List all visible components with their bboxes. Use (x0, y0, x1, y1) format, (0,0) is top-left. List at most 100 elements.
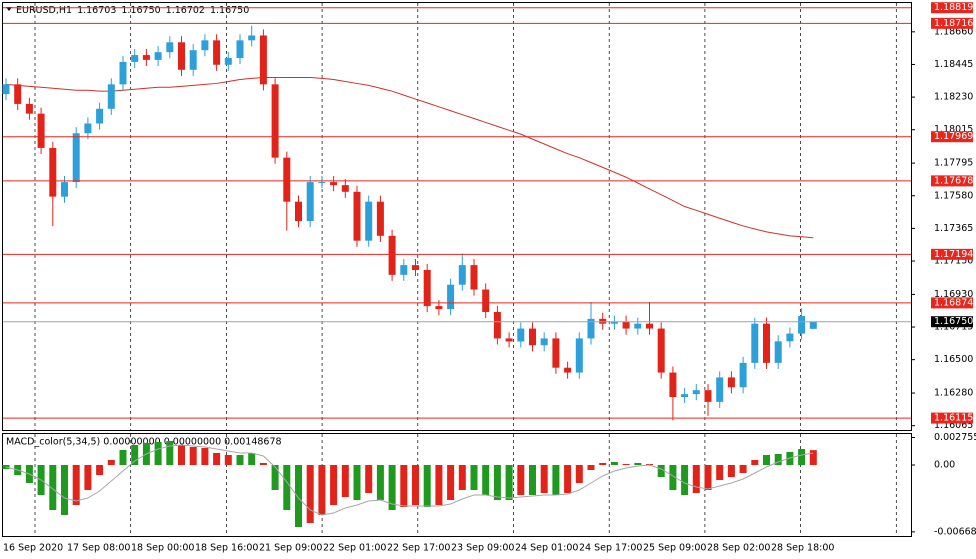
macd-bar (49, 465, 57, 510)
macd-bar (798, 449, 806, 465)
candle-body (271, 84, 279, 158)
level-label-box (931, 2, 973, 14)
macd-bar (669, 465, 677, 490)
candle-body (681, 394, 689, 398)
x-tick-label: 18 Sep 00:00 (131, 543, 194, 554)
macd-bar (341, 465, 349, 497)
y-tick-label: 1.16500 (934, 354, 973, 365)
chart-header: EURUSD,H1 1.16703 1.16750 1.16702 1.16750 (16, 5, 249, 16)
candle-body (154, 52, 162, 60)
macd-bar (458, 465, 466, 490)
macd-bar (400, 465, 408, 507)
candle-body (388, 235, 396, 275)
y-tick-label: 1.17580 (934, 190, 973, 201)
macd-bar (318, 465, 326, 515)
header-value: 1.16703 (77, 5, 116, 16)
candle-body (646, 323, 653, 329)
macd-bar (259, 463, 267, 465)
x-tick-label: 22 Sep 17:00 (387, 543, 450, 554)
macd-bar (213, 453, 221, 465)
level-label-box (931, 297, 973, 309)
x-tick-label: 25 Sep 09:00 (643, 543, 706, 554)
symbol: EURUSD,H1 (16, 5, 72, 16)
candle-body (365, 201, 373, 241)
macd-bar (388, 465, 396, 510)
x-tick-label: 23 Sep 09:00 (451, 543, 514, 554)
candle-body (330, 182, 338, 186)
x-tick-label: 21 Sep 09:00 (259, 543, 322, 554)
macd-bar (306, 465, 314, 523)
level-label-box (931, 412, 973, 424)
macd-bar (189, 447, 197, 465)
candle-body (259, 35, 267, 85)
candle-body (119, 61, 127, 85)
macd-bar (552, 465, 560, 495)
macd-bar (96, 465, 104, 475)
macd-bar (61, 465, 68, 515)
candle-body (540, 338, 548, 346)
level-label: 1.17678 (934, 175, 973, 186)
signal-line (5, 444, 814, 516)
candle-body (353, 191, 361, 241)
macd-bar (622, 464, 630, 465)
x-tick-label: 28 Sep 18:00 (771, 543, 834, 554)
macd-bar (657, 465, 665, 477)
y-tick-label: 1.16280 (934, 388, 973, 399)
macd-bar (271, 465, 279, 490)
y-tick-label: 1.17365 (934, 223, 973, 234)
macd-bar (248, 453, 256, 465)
macd-bar (107, 460, 115, 465)
candle-body (400, 265, 408, 275)
macd-bar (493, 465, 501, 500)
y-tick-label: 1.16930 (934, 289, 973, 300)
candle-body (61, 182, 68, 197)
candle-body (552, 338, 560, 368)
y-tick-label: 1.17150 (934, 256, 973, 267)
header-value: 1.16702 (166, 5, 205, 16)
macd-bar (505, 465, 513, 500)
candle-body (575, 338, 583, 373)
macd-bar (412, 465, 419, 505)
candle-body (84, 123, 92, 134)
candle-body (435, 306, 443, 310)
macd-bar (564, 465, 572, 493)
candle-body (657, 328, 665, 373)
candle-body (201, 40, 209, 51)
header-value: 1.16750 (121, 5, 160, 16)
candle-body (341, 185, 349, 192)
macd-bar (131, 445, 139, 465)
candle-body (248, 35, 256, 41)
y-tick-label: 1.18015 (934, 124, 973, 135)
candle-body (37, 113, 45, 148)
x-tick-label: 18 Sep 16:00 (195, 543, 258, 554)
candle-body (423, 269, 431, 307)
macd-bar (575, 465, 583, 483)
candle-body (412, 265, 419, 270)
macd-bar (692, 465, 700, 493)
candle-body (786, 333, 794, 342)
x-tick-label: 17 Sep 08:00 (67, 543, 130, 554)
macd-bar (482, 465, 490, 495)
macd-bar (166, 441, 174, 465)
candle-body (107, 84, 115, 109)
macd-label: MACD_color(5,34,5) 0.00000000 0.00000000… (6, 437, 282, 448)
macd-bar (236, 455, 244, 465)
candle-body (189, 50, 197, 70)
candle-body (224, 57, 232, 65)
moving-average (5, 77, 814, 239)
macd-bar (72, 465, 80, 505)
macd-bar (365, 465, 373, 493)
candle-body (529, 328, 536, 346)
y-tick-label: 1.16065 (934, 420, 973, 431)
price-label: 1.16750 (934, 316, 973, 327)
candle-body (798, 315, 806, 334)
candle-body (763, 323, 770, 363)
macd-bar (330, 465, 338, 505)
candle-body (178, 42, 185, 70)
candle-body (692, 390, 700, 395)
macd-bar (295, 465, 302, 527)
main-panel-frame (2, 2, 912, 431)
header-value: 1.16750 (210, 5, 249, 16)
macd-bar (353, 465, 361, 500)
